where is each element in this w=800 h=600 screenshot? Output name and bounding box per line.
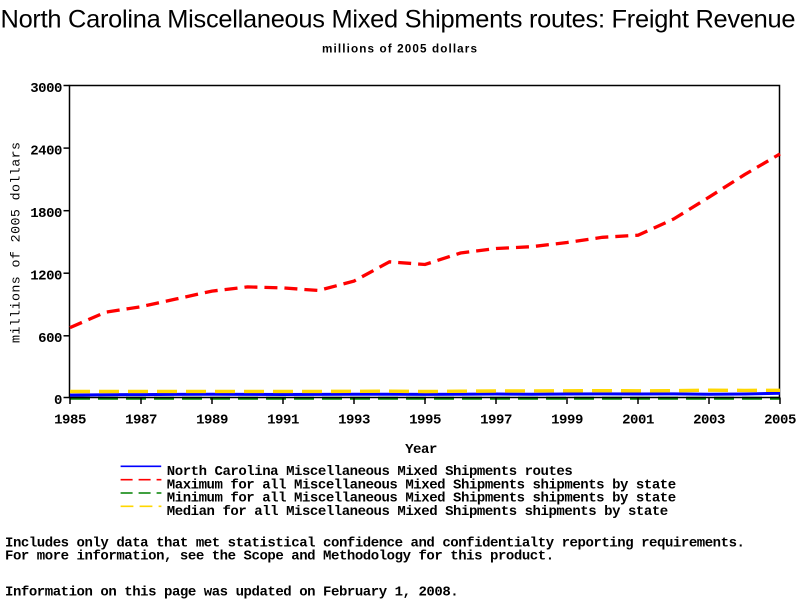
svg-text:North Carolina Miscellaneous M: North Carolina Miscellaneous Mixed Shipm…: [167, 464, 573, 480]
svg-text:1995: 1995: [409, 413, 441, 429]
svg-text:2400: 2400: [30, 143, 62, 159]
svg-text:1985: 1985: [54, 413, 86, 429]
svg-text:Minimum for all Miscellaneous: Minimum for all Miscellaneous Mixed Ship…: [167, 491, 676, 507]
svg-text:North Carolina Miscellaneous M: North Carolina Miscellaneous Mixed Shipm…: [1, 6, 796, 34]
svg-text:For more information, see the: For more information, see the Scope and …: [5, 549, 554, 565]
svg-text:1999: 1999: [551, 413, 583, 429]
svg-text:1200: 1200: [30, 269, 62, 285]
svg-text:millions of 2005 dollars: millions of 2005 dollars: [10, 142, 25, 343]
svg-text:millions of 2005 dollars: millions of 2005 dollars: [322, 43, 477, 56]
svg-text:Maximum for all Miscellaneous: Maximum for all Miscellaneous Mixed Ship…: [167, 477, 676, 493]
svg-text:Year: Year: [405, 442, 437, 458]
svg-text:2003: 2003: [693, 413, 725, 429]
svg-text:Information on this page was u: Information on this page was updated on …: [5, 585, 458, 600]
svg-text:1987: 1987: [125, 413, 157, 429]
svg-text:3000: 3000: [30, 81, 62, 97]
svg-text:1989: 1989: [196, 413, 228, 429]
svg-text:600: 600: [38, 331, 62, 347]
svg-text:1991: 1991: [267, 413, 299, 429]
svg-text:Includes only data that met st: Includes only data that met statistical …: [5, 535, 744, 551]
svg-text:0: 0: [54, 393, 62, 409]
svg-text:2001: 2001: [622, 413, 654, 429]
svg-text:1997: 1997: [480, 413, 512, 429]
svg-text:1993: 1993: [338, 413, 370, 429]
svg-text:1800: 1800: [30, 206, 62, 222]
svg-text:Median for all Miscellaneous M: Median for all Miscellaneous Mixed Shipm…: [167, 504, 668, 520]
svg-text:2005: 2005: [764, 413, 796, 429]
